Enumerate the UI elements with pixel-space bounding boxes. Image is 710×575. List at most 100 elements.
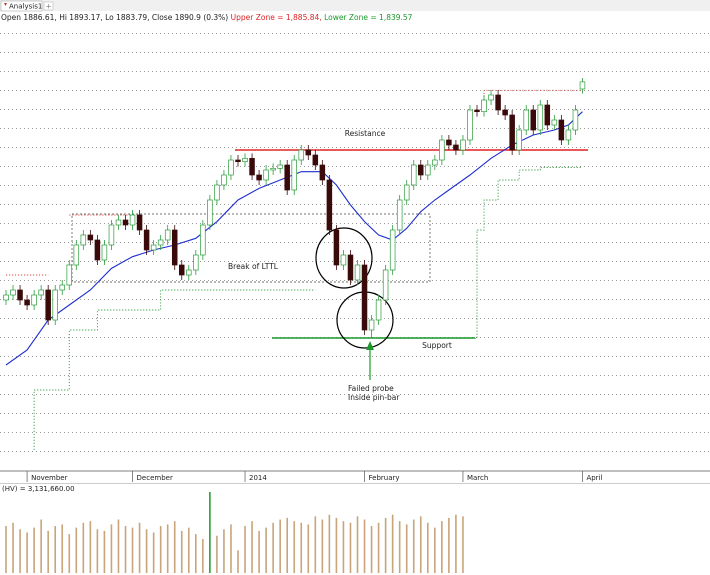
- volume-bar: [209, 492, 211, 573]
- candle-body: [186, 269, 192, 276]
- candle-body: [94, 239, 101, 261]
- candle-body: [396, 199, 403, 231]
- candle-body: [340, 254, 347, 266]
- candle-body: [284, 164, 290, 191]
- annotation: Break of LTTL: [228, 262, 279, 271]
- candle-body: [488, 94, 494, 101]
- candle-body: [432, 159, 438, 166]
- volume-bar: [448, 517, 450, 573]
- candle-body: [164, 229, 171, 241]
- candle-body: [24, 299, 30, 306]
- volume-bar: [342, 521, 345, 573]
- candle-body: [66, 264, 73, 286]
- candle-body: [474, 109, 480, 113]
- volume-bar: [230, 524, 232, 573]
- volume-bar: [5, 526, 7, 573]
- candle-body: [368, 319, 375, 331]
- volume-bar: [180, 530, 183, 573]
- volume-bar: [349, 522, 352, 573]
- candle-body: [446, 139, 452, 146]
- candle-body: [502, 109, 508, 116]
- volume-bar: [96, 529, 99, 573]
- candle-body: [453, 144, 459, 151]
- volume-bar: [223, 529, 225, 573]
- volume-bar: [314, 516, 317, 573]
- volume-bar: [195, 534, 197, 573]
- candle-body: [439, 139, 445, 161]
- volume-bar: [363, 519, 366, 573]
- tab-label[interactable]: Analysis1: [9, 3, 42, 11]
- candle-body: [10, 289, 16, 296]
- volume-bar: [356, 516, 359, 573]
- lower-zone: Lower Zone = 1,839.57: [324, 13, 413, 22]
- candle-body: [179, 264, 185, 276]
- volume-bar: [61, 524, 64, 573]
- volume-bar: [202, 538, 204, 573]
- volume-bar: [26, 532, 28, 573]
- volume-bar: [166, 524, 169, 573]
- x-tick-label: December: [137, 474, 173, 482]
- candle-body: [200, 224, 206, 256]
- candle-body: [572, 109, 579, 131]
- candle-body: [495, 94, 501, 111]
- candle-body: [333, 229, 340, 266]
- volume-bar: [427, 522, 429, 573]
- volume-bar: [441, 521, 443, 573]
- candle-body: [45, 289, 51, 321]
- candle-body: [171, 229, 178, 266]
- volume-title: (HV) = 3,131,660.00: [2, 485, 75, 493]
- volume-bar: [89, 521, 92, 573]
- volume-bar: [300, 522, 303, 573]
- volume-bar: [251, 521, 253, 573]
- x-tick-label: April: [586, 474, 602, 482]
- candle-body: [136, 214, 143, 231]
- candle-body: [509, 114, 515, 151]
- candle-body: [235, 159, 241, 163]
- volume-bar: [462, 516, 464, 573]
- candle-body: [249, 157, 255, 176]
- candle-body: [256, 174, 262, 181]
- volume-bar: [75, 527, 78, 573]
- circle: [315, 227, 373, 289]
- volume-bar: [412, 519, 415, 573]
- tab-bar: [0, 0, 710, 11]
- volume-bar: [307, 524, 310, 573]
- volume-bar: [82, 522, 85, 573]
- candle-body: [221, 174, 227, 186]
- volume-bar: [173, 521, 176, 573]
- tab[interactable]: [0, 0, 43, 12]
- volume-bar: [321, 519, 324, 573]
- candle-body: [579, 81, 586, 90]
- candle-body: [551, 119, 558, 126]
- candle-body: [347, 254, 354, 281]
- arrow-head: [366, 341, 374, 350]
- volume-bar: [131, 527, 134, 573]
- candle-body: [73, 244, 80, 266]
- candle-body: [312, 154, 319, 166]
- new-tab-icon[interactable]: +: [46, 3, 52, 11]
- volume-bar: [19, 529, 21, 573]
- candle-body: [305, 149, 312, 156]
- candle-body: [418, 164, 424, 176]
- annotation: Inside pin-bar: [348, 393, 400, 402]
- new-tab[interactable]: [43, 1, 54, 11]
- volume-bar: [335, 517, 338, 573]
- header: Open 1886.61, Hi 1893.17, Lo 1883.79, Cl…: [1, 13, 413, 22]
- candle-body: [389, 229, 396, 271]
- candle-body: [193, 254, 199, 271]
- volume-bar: [455, 514, 457, 573]
- candle-body: [263, 169, 269, 181]
- volume-bar: [12, 522, 14, 573]
- candle-body: [460, 139, 466, 151]
- candle-body: [354, 264, 361, 281]
- candle-body: [410, 164, 417, 186]
- candle-body: [467, 109, 473, 141]
- candle-body: [298, 149, 305, 161]
- volume-bar: [405, 524, 408, 573]
- volume-bar: [33, 527, 35, 573]
- candle-body: [214, 184, 220, 201]
- candle-body: [425, 164, 431, 176]
- x-tick-label: February: [369, 474, 400, 482]
- volume-bar: [68, 534, 71, 573]
- volume-bar: [384, 517, 387, 573]
